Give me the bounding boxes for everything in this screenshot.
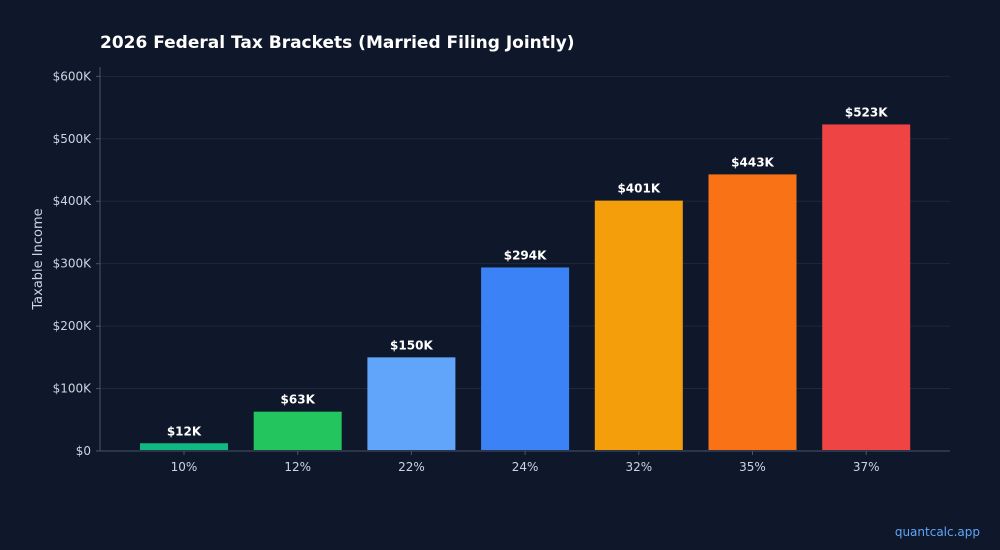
bar — [140, 443, 228, 450]
bar — [481, 267, 570, 450]
y-axis-label: Taxable Income — [31, 208, 46, 310]
bar-value-label: $294K — [504, 248, 547, 262]
bar-value-label: $401K — [617, 182, 660, 196]
data-labels: $12K $63K $150K $294K $401K $443K $523K — [167, 105, 888, 438]
x-tick-label: 32% — [625, 460, 652, 474]
y-tick-label: $600K — [53, 69, 93, 83]
bar-value-label: $12K — [167, 424, 202, 438]
x-tick-label: 10% — [171, 460, 198, 474]
x-tick-label: 37% — [853, 460, 880, 474]
y-tick-label: $200K — [53, 319, 93, 333]
y-tick-labels: $0 $100K $200K $300K $400K $500K $600K — [53, 69, 93, 458]
bar-value-label: $443K — [731, 155, 774, 169]
y-tick-label: $300K — [53, 257, 93, 271]
x-tick-label: 22% — [398, 460, 425, 474]
bar — [822, 124, 911, 450]
chart-title: 2026 Federal Tax Brackets (Married Filin… — [100, 33, 575, 53]
x-tick-labels: 10% 12% 22% 24% 32% 35% 37% — [171, 460, 880, 474]
bar — [367, 357, 456, 450]
bar — [594, 200, 683, 450]
y-tick-label: $100K — [53, 382, 93, 396]
axes — [96, 67, 950, 455]
y-tick-label: $0 — [76, 444, 91, 458]
bar — [708, 174, 797, 450]
bar-value-label: $63K — [281, 393, 316, 407]
x-tick-label: 12% — [284, 460, 311, 474]
x-tick-label: 24% — [512, 460, 539, 474]
bars — [140, 124, 911, 450]
watermark: quantcalc.app — [894, 525, 980, 539]
y-tick-label: $400K — [53, 194, 93, 208]
y-tick-label: $500K — [53, 132, 93, 146]
x-tick-label: 35% — [739, 460, 766, 474]
bar-value-label: $523K — [845, 105, 888, 119]
bar — [253, 411, 342, 450]
bar-value-label: $150K — [390, 338, 433, 352]
